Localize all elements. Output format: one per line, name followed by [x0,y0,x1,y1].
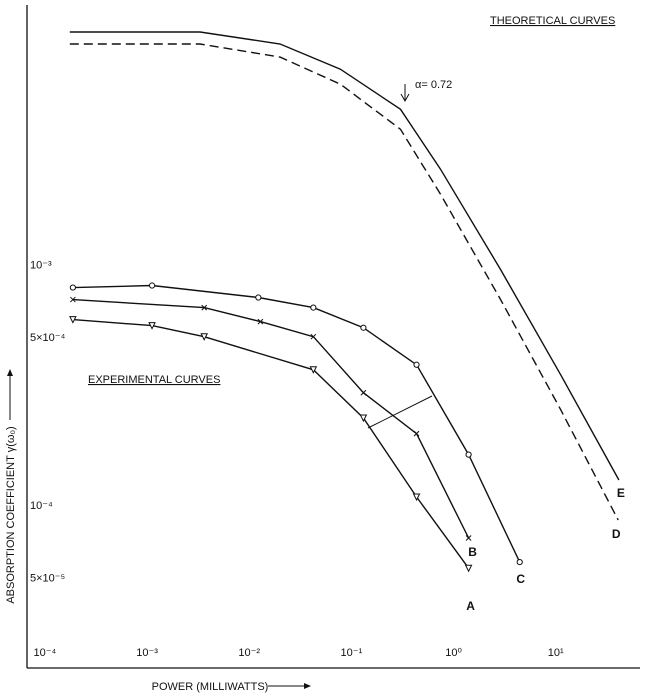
marker [200,333,209,341]
marker [69,316,77,324]
x-tick-label: 10⁻¹ [341,647,363,659]
marker [148,282,156,289]
marker-stroke [360,389,367,396]
curve-label: E [617,486,625,500]
series-line [72,318,470,569]
x-tick-label: 10⁻² [238,647,260,659]
series-line [72,284,521,563]
y-tick-label: 10⁻⁴ [30,500,53,512]
marker [148,322,156,330]
curve-label: A [466,599,475,613]
marker [257,318,264,325]
marker [255,294,262,301]
chart-title: THEORETICAL CURVES [490,15,615,27]
marker [413,361,420,368]
marker [465,451,472,458]
marker-stroke [201,304,208,311]
curve-label: D [612,527,621,541]
y-tick-label: 5×10⁻⁵ [30,572,65,584]
y-tick-label: 5×10⁻⁴ [30,332,66,344]
marker-stroke [413,430,420,437]
curve-label: B [468,545,477,559]
marker [360,324,367,331]
marker [310,333,317,340]
marker [69,284,76,291]
series-line [72,298,470,539]
marker-stroke [465,535,472,541]
chart-subtitle: EXPERIMENTAL CURVES [88,374,220,386]
connector-line [367,395,433,429]
marker [310,304,317,311]
y-axis-label: ABSORPTION COEFFICIENT γ(ω₀) [5,426,17,603]
x-tick-label: 10⁻⁴ [34,647,57,659]
annotation: α= 0.72 [415,79,452,91]
series-line [69,31,620,481]
x-axis-arrow-head [304,683,311,689]
series-line [69,43,619,521]
y-tick-label: 10⁻³ [30,260,52,272]
marker-stroke [310,333,317,340]
marker [70,296,76,303]
marker [360,389,367,396]
marker [309,366,318,374]
y-axis-arrow-head [7,369,13,376]
marker-stroke [70,296,76,303]
x-tick-label: 10¹ [548,647,564,659]
marker [465,535,472,541]
marker [201,304,208,311]
curve-label: C [516,572,525,586]
marker [464,564,473,573]
x-tick-label: 10⁰ [445,647,462,659]
x-axis-label: POWER (MILLIWATTS) [152,681,269,693]
annotation-arrow-head [400,93,410,103]
marker [412,493,421,502]
x-tick-label: 10⁻³ [136,647,158,659]
marker [359,414,368,423]
marker [413,430,420,437]
marker [516,558,523,566]
marker-stroke [257,318,264,325]
